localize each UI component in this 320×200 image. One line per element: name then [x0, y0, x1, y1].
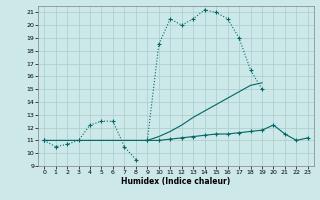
X-axis label: Humidex (Indice chaleur): Humidex (Indice chaleur) [121, 177, 231, 186]
